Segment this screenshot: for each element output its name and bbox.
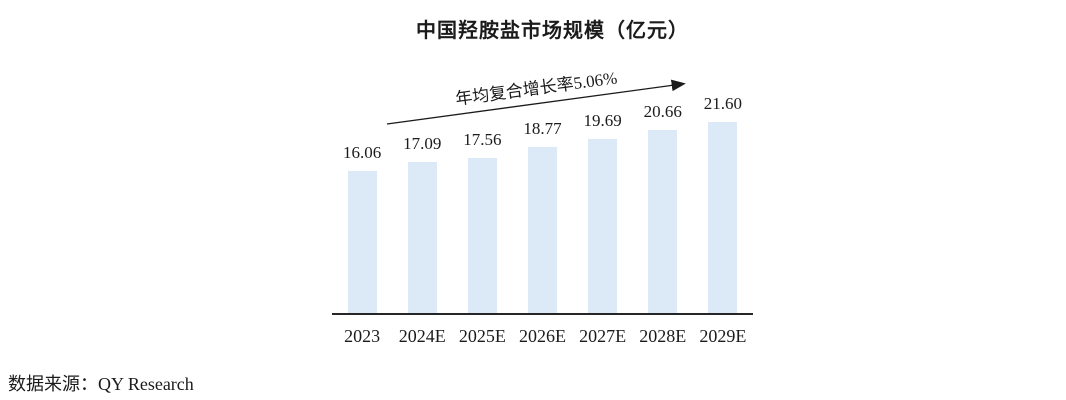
bar-column: 18.77 — [512, 0, 572, 313]
bar-value-label: 17.56 — [463, 129, 502, 149]
bar-column: 20.66 — [633, 0, 693, 313]
x-axis-tick-label: 2028E — [639, 326, 687, 346]
bar — [347, 171, 377, 313]
bar — [708, 122, 738, 313]
chart-title: 中国羟胺盐市场规模（亿元） — [416, 20, 689, 42]
bar-value-label: 20.66 — [643, 102, 682, 122]
bar — [467, 157, 497, 313]
bar-column: 21.60 — [693, 0, 753, 313]
x-axis-tick-label: 2023 — [344, 326, 381, 346]
bar — [407, 161, 437, 313]
bar-column: 17.09 — [392, 0, 452, 313]
bar-column: 16.06 — [332, 0, 392, 313]
bar-column: 19.69 — [573, 0, 633, 313]
x-axis-labels: 2023 2024E 2025E 2026E 2027E 2028E 2029E — [332, 326, 753, 347]
bar-value-label: 17.09 — [403, 133, 442, 153]
cagr-growth-arrow: 年均复合增长率5.06% — [386, 68, 686, 125]
arrow-line — [386, 79, 686, 125]
bar — [527, 147, 557, 313]
data-source: 数据来源：QY Research — [8, 374, 194, 394]
x-axis-tick-label: 2026E — [518, 326, 566, 346]
bar-column: 17.56 — [452, 0, 512, 313]
bar — [588, 138, 618, 313]
bar-value-label: 19.69 — [583, 110, 622, 130]
x-axis-tick-label: 2025E — [458, 326, 506, 346]
x-axis-tick-label: 2024E — [398, 326, 446, 346]
x-axis-tick-label: 2027E — [579, 326, 627, 346]
bar-plot: 16.06 17.09 17.56 18.77 19.69 20.66 21.60 — [332, 0, 753, 313]
bar-value-label: 18.77 — [523, 119, 562, 139]
bar-value-label: 16.06 — [342, 143, 382, 162]
bar — [648, 130, 678, 313]
bar-value-label: 21.60 — [703, 94, 743, 114]
x-axis-line — [332, 313, 753, 315]
x-axis-tick-label: 2029E — [699, 326, 747, 346]
